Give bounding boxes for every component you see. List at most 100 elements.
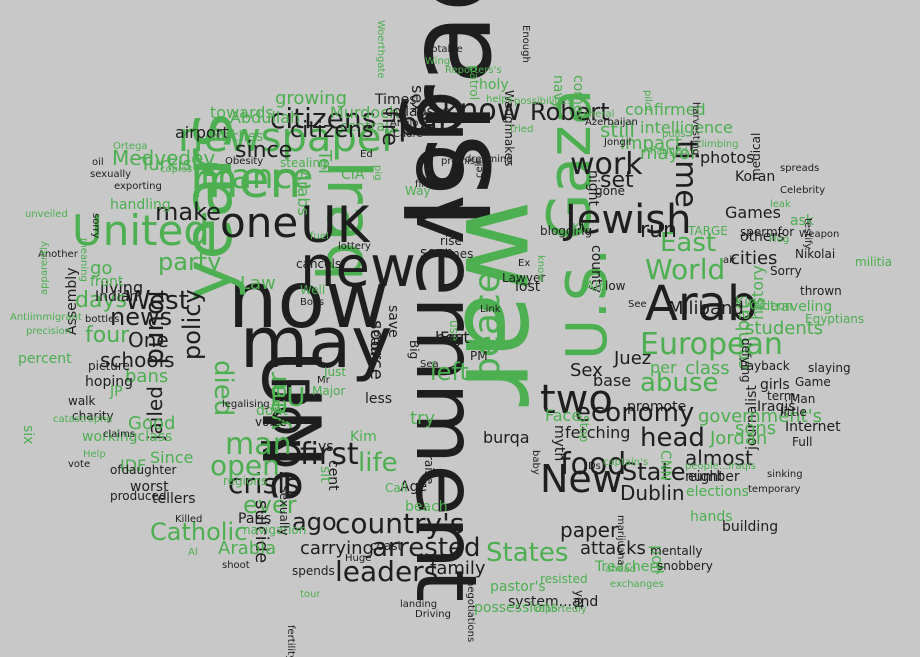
- cloud-word: thrown: [800, 284, 842, 298]
- cloud-word: hands: [690, 509, 733, 525]
- cloud-word: PM: [470, 349, 488, 363]
- cloud-word: work: [570, 147, 643, 182]
- cloud-word: Times: [375, 92, 417, 108]
- cloud-word: Stop: [577, 415, 591, 443]
- cloud-word: United: [72, 206, 210, 255]
- cloud-word: sons: [735, 418, 777, 439]
- cloud-word: West: [125, 286, 189, 316]
- cloud-word: sit: [317, 466, 333, 483]
- cloud-word: six: [20, 425, 36, 445]
- cloud-word: may: [240, 302, 393, 384]
- cloud-word: peace: [467, 270, 508, 380]
- cloud-word: landing: [400, 599, 438, 610]
- cloud-word: New: [540, 457, 623, 501]
- cloud-word: collapses: [385, 104, 450, 120]
- cloud-word: unveiled: [25, 209, 68, 220]
- cloud-word: militia: [855, 255, 893, 269]
- cloud-word: fetching: [565, 423, 631, 442]
- cloud-word: snobbery: [657, 559, 713, 573]
- cloud-word: Another: [38, 249, 78, 260]
- cloud-word: Sea: [420, 359, 439, 370]
- cloud-word: oil: [92, 157, 104, 168]
- cloud-word: promise: [441, 156, 482, 167]
- cloud-word: Nikolai: [795, 247, 836, 261]
- cloud-word: new: [300, 235, 416, 300]
- cloud-word: navigation: [243, 523, 307, 537]
- cloud-word: workingclass: [82, 429, 173, 445]
- cloud-word: Abdullah: [230, 108, 301, 127]
- cloud-word: citizens: [290, 118, 374, 143]
- cloud-word: growing: [275, 88, 347, 109]
- cloud-word: pulls: [662, 129, 686, 140]
- cloud-word: Huge: [345, 553, 372, 564]
- cloud-word: Sex: [570, 360, 603, 381]
- cloud-word: photos: [700, 148, 755, 167]
- cloud-word: copies: [160, 164, 193, 175]
- cloud-word: ofdaughter: [110, 463, 177, 477]
- cloud-word: go: [90, 258, 113, 279]
- cloud-word: EU: [270, 383, 306, 413]
- cloud-word: testify: [802, 218, 813, 250]
- cloud-word: hoping: [85, 374, 133, 390]
- cloud-word: Assembly: [64, 267, 80, 335]
- cloud-word: bans: [125, 366, 169, 387]
- cloud-word: Al: [188, 547, 198, 558]
- cloud-word: IDs: [585, 461, 601, 472]
- cloud-word: vs: [318, 439, 334, 455]
- cloud-word: spreads: [780, 163, 820, 174]
- cloud-word: pig: [372, 165, 383, 181]
- cloud-word: tellers: [152, 491, 196, 507]
- cloud-word: catastrophe: [53, 414, 113, 425]
- cloud-word: Way: [405, 184, 431, 198]
- cloud-word: near: [367, 323, 383, 355]
- cloud-word: Turkish: [140, 154, 204, 175]
- cloud-word: two: [540, 377, 613, 423]
- cloud-word: Boys: [300, 297, 325, 308]
- cloud-word: Good: [128, 413, 176, 434]
- cloud-word: Weapon: [799, 229, 840, 240]
- cloud-word: lottery: [338, 241, 371, 252]
- cloud-word: sexually: [90, 169, 132, 180]
- cloud-word: fuel: [310, 231, 329, 242]
- cloud-word: walk: [68, 394, 96, 408]
- cloud-word: medical: [749, 132, 763, 180]
- cloud-word: Sexually: [277, 485, 291, 536]
- cloud-word: still: [600, 118, 635, 142]
- cloud-word: helps: [486, 94, 513, 105]
- cloud-word: sinking: [767, 469, 803, 480]
- cloud-word: Robert: [530, 98, 610, 126]
- cloud-word: per: [650, 358, 677, 377]
- cloud-word: elections: [686, 484, 749, 500]
- cloud-word: save: [385, 305, 401, 338]
- cloud-word: defying: [739, 338, 753, 383]
- cloud-word: baby: [530, 450, 541, 475]
- cloud-word: ever: [243, 491, 297, 519]
- cloud-word: sex: [408, 85, 427, 113]
- cloud-word: airport: [175, 123, 229, 142]
- cloud-word: man: [225, 427, 292, 462]
- cloud-word: climbing: [696, 139, 739, 150]
- cloud-word: Dublin: [620, 481, 685, 505]
- cloud-word: Arabia: [218, 538, 277, 559]
- cloud-word: life: [358, 448, 398, 478]
- cloud-word: myth: [551, 425, 567, 462]
- cloud-word: fires: [415, 179, 437, 190]
- cloud-word: legalising: [222, 399, 270, 410]
- cloud-word: economy: [575, 398, 695, 428]
- cloud-word: captain's: [603, 457, 649, 468]
- cloud-word: Arabs: [294, 170, 313, 216]
- cloud-word: General: [575, 109, 615, 120]
- cloud-word: Antiimmigrant: [10, 312, 82, 323]
- cloud-word: Koran: [735, 169, 776, 185]
- cloud-word: crisis: [228, 467, 300, 500]
- cloud-word: food: [560, 447, 627, 482]
- cloud-word: Air: [585, 279, 605, 295]
- cloud-word: claims: [103, 429, 136, 440]
- cloud-word: Mr: [317, 375, 330, 386]
- cloud-word: marijuana: [615, 515, 626, 566]
- cloud-word: attacks: [580, 538, 646, 559]
- cloud-word: less: [365, 391, 393, 407]
- cloud-word: run: [640, 218, 677, 243]
- cloud-word: one: [220, 198, 299, 247]
- cloud-word: yet: [572, 590, 586, 610]
